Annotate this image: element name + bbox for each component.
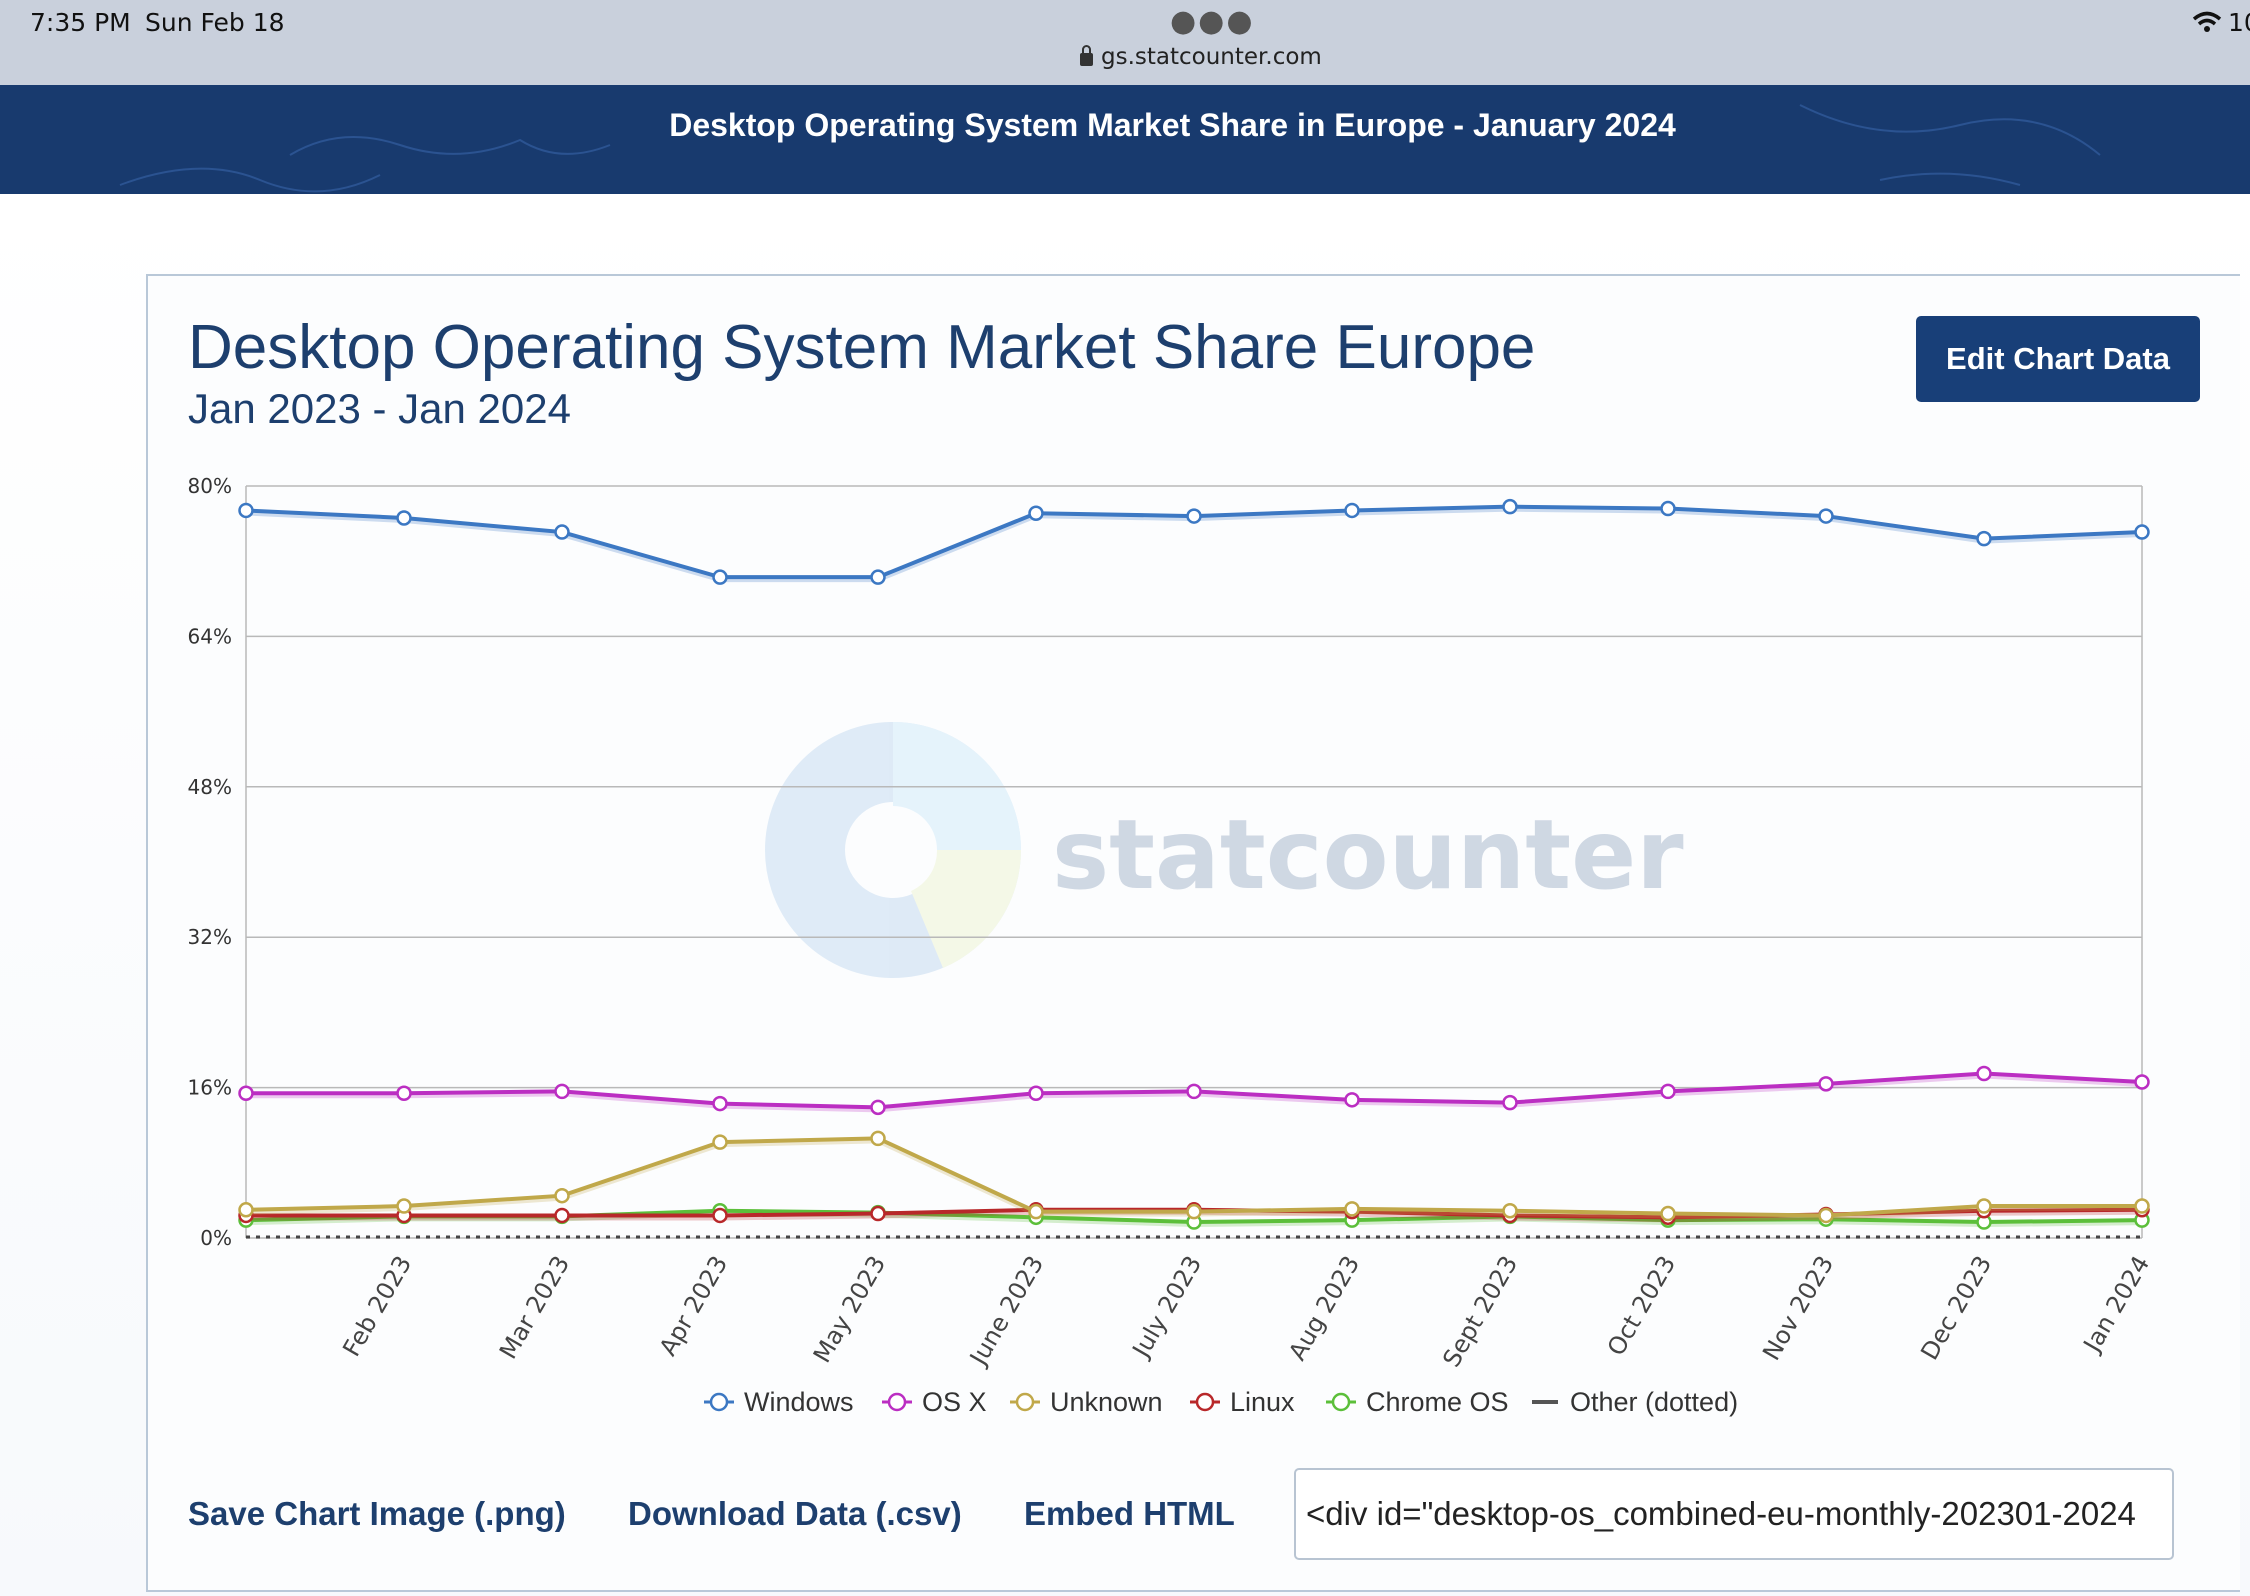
- x-tick-label: Oct 2023: [1602, 1251, 1681, 1360]
- chart-subtitle: Jan 2023 - Jan 2024: [188, 385, 571, 432]
- x-tick-label: Apr 2023: [654, 1251, 733, 1360]
- legend-marker[interactable]: [1195, 1392, 1215, 1412]
- data-point[interactable]: [1028, 1085, 1044, 1101]
- more-dots-icon[interactable]: ●●●: [1170, 4, 1255, 39]
- data-point[interactable]: [1028, 1203, 1044, 1220]
- chart-card: [146, 274, 2240, 1592]
- status-date: Sun Feb 18: [145, 8, 285, 37]
- data-point[interactable]: [1976, 530, 1992, 547]
- data-point[interactable]: [712, 1134, 728, 1150]
- data-point[interactable]: [1344, 1092, 1360, 1108]
- x-tick-label: Jan 2024: [2077, 1251, 2155, 1358]
- x-tick-label: Nov 2023: [1757, 1251, 1839, 1365]
- y-tick-label: 32%: [188, 925, 232, 949]
- legend-label[interactable]: Unknown: [1050, 1387, 1163, 1417]
- lock-icon: [1080, 44, 1093, 66]
- data-point[interactable]: [238, 1202, 254, 1218]
- data-point[interactable]: [1976, 1065, 1992, 1082]
- data-point[interactable]: [1818, 1076, 1834, 1092]
- data-point[interactable]: [712, 1207, 728, 1224]
- data-point[interactable]: [1344, 1201, 1360, 1217]
- legend-label[interactable]: Other (dotted): [1570, 1387, 1738, 1417]
- site-banner: Desktop Operating System Market Share in…: [0, 85, 2250, 194]
- data-point[interactable]: [1344, 502, 1360, 519]
- data-point[interactable]: [712, 569, 728, 585]
- battery-percentage: 10: [2228, 8, 2250, 37]
- data-point[interactable]: [238, 1085, 254, 1101]
- data-point[interactable]: [554, 524, 570, 540]
- legend-marker[interactable]: [887, 1392, 907, 1412]
- data-point[interactable]: [1818, 508, 1834, 524]
- legend-marker[interactable]: [1331, 1392, 1351, 1412]
- x-tick-label: Aug 2023: [1283, 1251, 1365, 1365]
- edit-chart-data-button[interactable]: Edit Chart Data: [1916, 316, 2200, 402]
- download-data-link[interactable]: Download Data (.csv): [628, 1495, 962, 1532]
- data-point[interactable]: [554, 1083, 570, 1100]
- data-point[interactable]: [396, 510, 412, 526]
- x-tick-label: Mar 2023: [494, 1251, 575, 1364]
- data-point[interactable]: [1660, 500, 1676, 517]
- y-tick-label: 16%: [188, 1076, 232, 1100]
- x-tick-label: Dec 2023: [1915, 1251, 1997, 1365]
- y-tick-label: 80%: [188, 474, 232, 498]
- data-point[interactable]: [1818, 1207, 1834, 1224]
- x-tick-label: Sept 2023: [1437, 1251, 1523, 1372]
- data-point[interactable]: [870, 1205, 886, 1222]
- data-point[interactable]: [1502, 1094, 1518, 1111]
- banner-title: Desktop Operating System Market Share in…: [669, 107, 1676, 143]
- legend-label[interactable]: OS X: [922, 1387, 987, 1417]
- legend-marker[interactable]: [1015, 1392, 1035, 1412]
- data-point[interactable]: [870, 1130, 886, 1147]
- legend-label[interactable]: Linux: [1230, 1387, 1295, 1417]
- data-point[interactable]: [1502, 498, 1518, 515]
- browser-top-bar: 7:35 PM Sun Feb 18 ●●● gs.statcounter.co…: [0, 0, 2250, 85]
- data-point[interactable]: [1186, 508, 1202, 524]
- data-point[interactable]: [396, 1198, 412, 1214]
- x-tick-label: Feb 2023: [337, 1251, 417, 1361]
- data-point[interactable]: [2134, 524, 2150, 540]
- address-bar[interactable]: gs.statcounter.com: [1080, 42, 1322, 72]
- legend-marker[interactable]: [709, 1392, 729, 1412]
- legend-label[interactable]: Windows: [744, 1387, 854, 1417]
- statcounter-watermark: [765, 722, 1022, 978]
- data-point[interactable]: [238, 502, 254, 519]
- x-tick-label: June 2023: [963, 1251, 1049, 1372]
- y-tick-label: 64%: [188, 624, 232, 648]
- legend-label[interactable]: Chrome OS: [1366, 1387, 1509, 1417]
- data-point[interactable]: [870, 1099, 886, 1116]
- data-point[interactable]: [1502, 1202, 1518, 1219]
- chart-title: Desktop Operating System Market Share Eu…: [188, 313, 1536, 382]
- data-point[interactable]: [1660, 1083, 1676, 1100]
- data-point[interactable]: [1660, 1205, 1676, 1222]
- url-text[interactable]: gs.statcounter.com: [1101, 44, 1322, 70]
- data-point[interactable]: [712, 1095, 728, 1112]
- data-point[interactable]: [870, 569, 886, 585]
- data-point[interactable]: [1028, 505, 1044, 522]
- embed-html-link[interactable]: Embed HTML: [1024, 1495, 1235, 1532]
- data-point[interactable]: [554, 1207, 570, 1224]
- data-point[interactable]: [1976, 1198, 1992, 1214]
- data-point[interactable]: [1186, 1203, 1202, 1220]
- embed-code-field[interactable]: <div id="desktop-os_combined-eu-monthly-…: [1294, 1468, 2174, 1560]
- wifi-icon: [2192, 11, 2222, 32]
- y-tick-label: 48%: [188, 775, 232, 799]
- data-point[interactable]: [396, 1085, 412, 1101]
- data-point[interactable]: [2134, 1074, 2150, 1090]
- x-tick-label: May 2023: [808, 1251, 891, 1367]
- y-tick-label: 0%: [200, 1226, 232, 1250]
- map-pattern: [119, 104, 2101, 193]
- data-point[interactable]: [554, 1187, 570, 1204]
- data-point[interactable]: [2134, 1198, 2150, 1214]
- x-tick-label: July 2023: [1126, 1251, 1207, 1364]
- save-chart-image-link[interactable]: Save Chart Image (.png): [188, 1495, 566, 1532]
- watermark-text: statcounter: [1052, 799, 1684, 911]
- status-time: 7:35 PM: [30, 8, 131, 37]
- data-point[interactable]: [1186, 1083, 1202, 1100]
